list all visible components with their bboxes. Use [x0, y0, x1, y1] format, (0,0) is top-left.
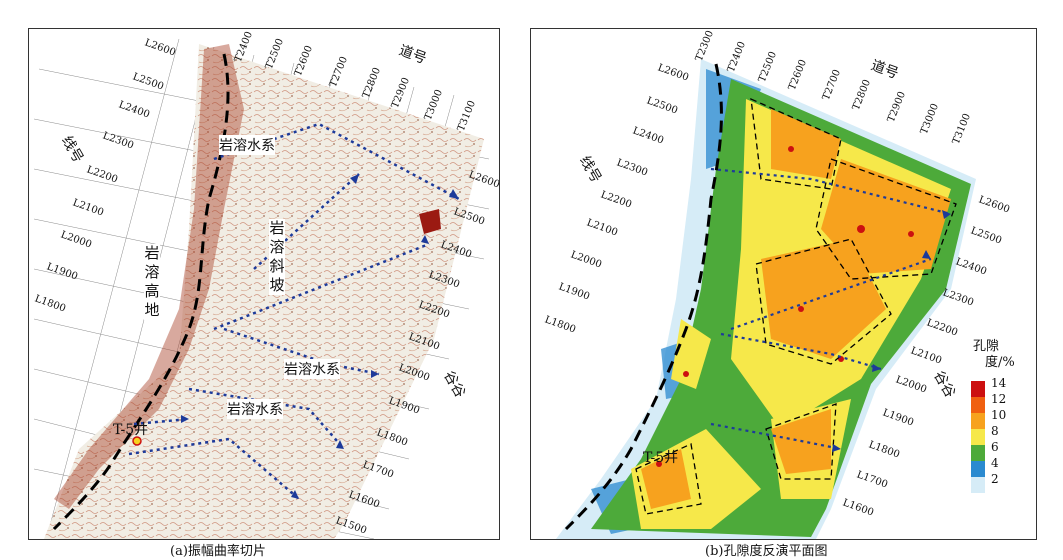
legend-title-line2: 度/% [985, 355, 1015, 370]
reservoir-outlines [635, 97, 957, 515]
caption-a: (a)振幅曲率切片 [170, 544, 266, 559]
legend-color-segment [971, 413, 985, 429]
porosity-10-zone [641, 109, 951, 509]
karst-boundary [52, 53, 230, 531]
legend-color-segment [971, 445, 985, 461]
porosity-map [556, 59, 976, 539]
legend-tick: 10 [991, 408, 1007, 422]
legend-color-segment [971, 429, 985, 445]
legend-color-segment [971, 381, 985, 397]
panel-amplitude-curvature: T2400 T2500 T2600 T2700 T2800 T2900 T300… [28, 28, 500, 540]
well-label: T-5井 [113, 422, 149, 438]
legend-tick: 4 [991, 456, 999, 470]
legend-color-segment [971, 461, 985, 477]
curvature-slice [44, 44, 484, 539]
highland-zone [54, 44, 244, 509]
karst-highland-label: 岩溶高地 [144, 244, 160, 320]
legend-tick: 2 [991, 472, 999, 486]
legend-color-bar [971, 381, 985, 493]
water-system-label: 岩溶水系 [284, 359, 340, 379]
high-porosity-spots [656, 146, 914, 467]
well-label: T-5井 [643, 450, 679, 466]
legend-title-line1: 孔隙 [973, 339, 1000, 354]
well-marker [132, 436, 142, 446]
karst-boundary [564, 63, 723, 531]
panel-porosity-inversion: T2300 T2400 T2500 T2600 T2700 T2800 T290… [530, 28, 1037, 540]
legend-tick: 14 [991, 376, 1007, 390]
porosity-legend: 孔隙 度/% 14 12 10 8 6 4 2 [971, 339, 1031, 499]
water-system-label: 岩溶水系 [227, 399, 283, 419]
karst-slope-label: 岩溶斜坡 [269, 219, 285, 295]
karst-flow-arrows [710, 167, 952, 451]
legend-tick: 6 [991, 440, 999, 454]
legend-tick: 12 [991, 392, 1007, 406]
anomaly-block [419, 209, 441, 234]
legend-tick: 8 [991, 424, 999, 438]
arrow-heads [181, 174, 459, 499]
caption-b: (b)孔隙度反演平面图 [705, 544, 828, 559]
arrow-heads [832, 210, 951, 452]
legend-color-segment [971, 477, 985, 493]
water-system-label: 岩溶水系 [219, 135, 275, 155]
legend-color-segment [971, 397, 985, 413]
